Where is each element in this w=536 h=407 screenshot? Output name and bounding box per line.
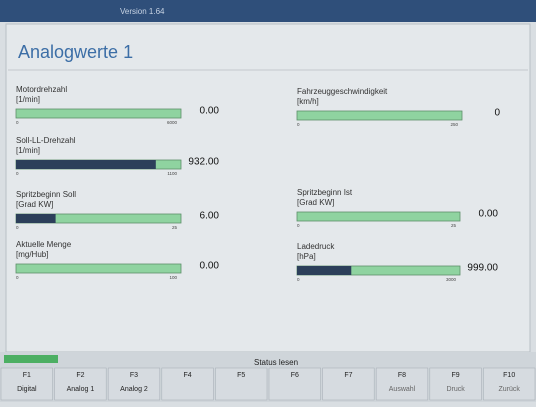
gauge-value: 6.00: [200, 211, 220, 222]
window-title: Version 1.64: [120, 7, 165, 16]
key-button[interactable]: [375, 367, 429, 401]
gauge-unit: [Grad KW]: [297, 198, 334, 207]
gauge-min: 0: [16, 275, 19, 280]
gauge-unit: [mg/Hub]: [16, 250, 48, 259]
gauge-fill: [16, 214, 56, 223]
gauge-min: 0: [16, 225, 19, 230]
key-name: F5: [237, 372, 245, 379]
gauge-value: 932.00: [188, 157, 219, 168]
gauge-name: Spritzbeginn Soll: [16, 190, 76, 199]
gauge-name: Ladedruck: [297, 242, 335, 251]
gauge-track: [296, 211, 461, 222]
gauge-max: 100: [169, 275, 177, 280]
key-name: F2: [76, 372, 84, 379]
gauge-track: [15, 263, 182, 274]
gauge-unit: [km/h]: [297, 97, 319, 106]
key-button[interactable]: [161, 367, 214, 401]
gauge-value: 999.00: [467, 263, 498, 274]
gauge-max: 25: [451, 223, 457, 228]
key-button[interactable]: [215, 367, 268, 401]
key-button[interactable]: [483, 367, 536, 401]
gauge-min: 0: [16, 120, 19, 125]
key-label: Analog 2: [120, 386, 148, 393]
key-button[interactable]: [54, 367, 107, 401]
gauge-min: 0: [297, 122, 300, 127]
gauge-value: 0.00: [200, 106, 220, 117]
page-title: Analogwerte 1: [18, 42, 133, 62]
gauge-value: 0.00: [479, 209, 499, 220]
key-name: F3: [130, 372, 138, 379]
gauge-min: 0: [16, 171, 19, 176]
key-name: F4: [184, 372, 192, 379]
key-name: F10: [503, 372, 515, 379]
key-button[interactable]: [0, 367, 53, 401]
gauge-value: 0.00: [200, 261, 220, 272]
gauge-unit: [Grad KW]: [16, 200, 53, 209]
gauges: Motordrehzahl[1/min]0 60000.00Fahrzeugges…: [15, 85, 500, 282]
key-label: Zurück: [498, 386, 520, 393]
gauge-max: 6000: [167, 120, 178, 125]
key-label: Auswahl: [389, 386, 416, 393]
key-name: F6: [291, 372, 299, 379]
gauge-track: [15, 108, 182, 119]
gauge-fill: [297, 266, 352, 275]
gauge-max: 3000: [446, 277, 457, 282]
key-label: Druck: [446, 386, 465, 393]
gauge-unit: [1/min]: [16, 146, 40, 155]
key-label: Digital: [17, 386, 37, 393]
key-name: F7: [344, 372, 352, 379]
status-indicator: [4, 355, 58, 363]
key-name: F1: [23, 372, 31, 379]
key-button[interactable]: [268, 367, 321, 401]
gauge-max: 1100: [167, 171, 177, 176]
gauge-name: Aktuelle Menge: [16, 240, 72, 249]
key-label: Analog 1: [67, 386, 95, 393]
function-keys: F1 Digital F2 Analog 1 F3 Analog 2 F4 F5 F6 F7 F8 A…: [0, 367, 536, 401]
gauge-name: Motordrehzahl: [16, 85, 67, 94]
gauge-name: Soll-LL-Drehzahl: [16, 136, 76, 145]
key-button[interactable]: [322, 367, 375, 401]
gauge-max: 250: [450, 122, 458, 127]
gauge-name: Spritzbeginn Ist: [297, 188, 353, 197]
gauge-fill: [16, 160, 156, 169]
gauge-unit: [1/min]: [16, 95, 40, 104]
key-name: F8: [398, 372, 406, 379]
gauge-track: [296, 110, 463, 121]
gauge-name: Fahrzeuggeschwindigkeit: [297, 87, 388, 96]
gauge-value: 0: [494, 108, 500, 119]
gauge-unit: [hPa]: [297, 252, 316, 261]
gauge-min: 0: [297, 223, 300, 228]
gauge-max: 25: [172, 225, 178, 230]
gauge-min: 0: [297, 277, 300, 282]
key-button[interactable]: [107, 367, 161, 401]
content-panel: [5, 23, 531, 353]
key-name: F9: [452, 372, 460, 379]
key-button[interactable]: [429, 367, 482, 401]
status-text: Status lesen: [254, 358, 298, 367]
title-bar: [0, 0, 536, 22]
